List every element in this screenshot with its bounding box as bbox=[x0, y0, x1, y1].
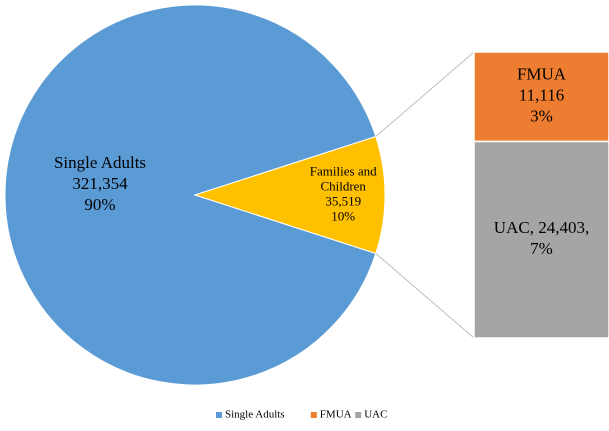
legend-label: Single Adults bbox=[225, 409, 285, 421]
slice-label: 10% bbox=[331, 208, 355, 223]
legend-marker bbox=[355, 412, 362, 418]
connector-line bbox=[375, 51, 475, 137]
bar-segment bbox=[473, 140, 609, 339]
slice-label: 35,519 bbox=[325, 193, 361, 208]
slice-label: Children bbox=[320, 178, 366, 193]
legend-marker bbox=[216, 412, 222, 418]
slice-label: Families and bbox=[310, 163, 377, 178]
bar-label: 7% bbox=[530, 239, 553, 258]
bar-label: UAC, 24,403, bbox=[494, 218, 589, 237]
legend-marker bbox=[310, 412, 317, 418]
legend-label: UAC bbox=[364, 409, 387, 421]
pie-slice bbox=[4, 4, 377, 386]
pie-slice bbox=[193, 135, 386, 255]
slice-label: 90% bbox=[84, 195, 115, 214]
bar-segment bbox=[473, 51, 609, 143]
bar-label: 3% bbox=[530, 107, 553, 126]
slice-label: 321,354 bbox=[72, 174, 128, 193]
slice-label: Single Adults bbox=[54, 153, 146, 172]
bar-label: FMUA bbox=[517, 65, 567, 84]
legend-label: FMUA bbox=[320, 409, 352, 421]
connector-line bbox=[375, 253, 475, 339]
bar-label: 11,116 bbox=[519, 86, 565, 105]
